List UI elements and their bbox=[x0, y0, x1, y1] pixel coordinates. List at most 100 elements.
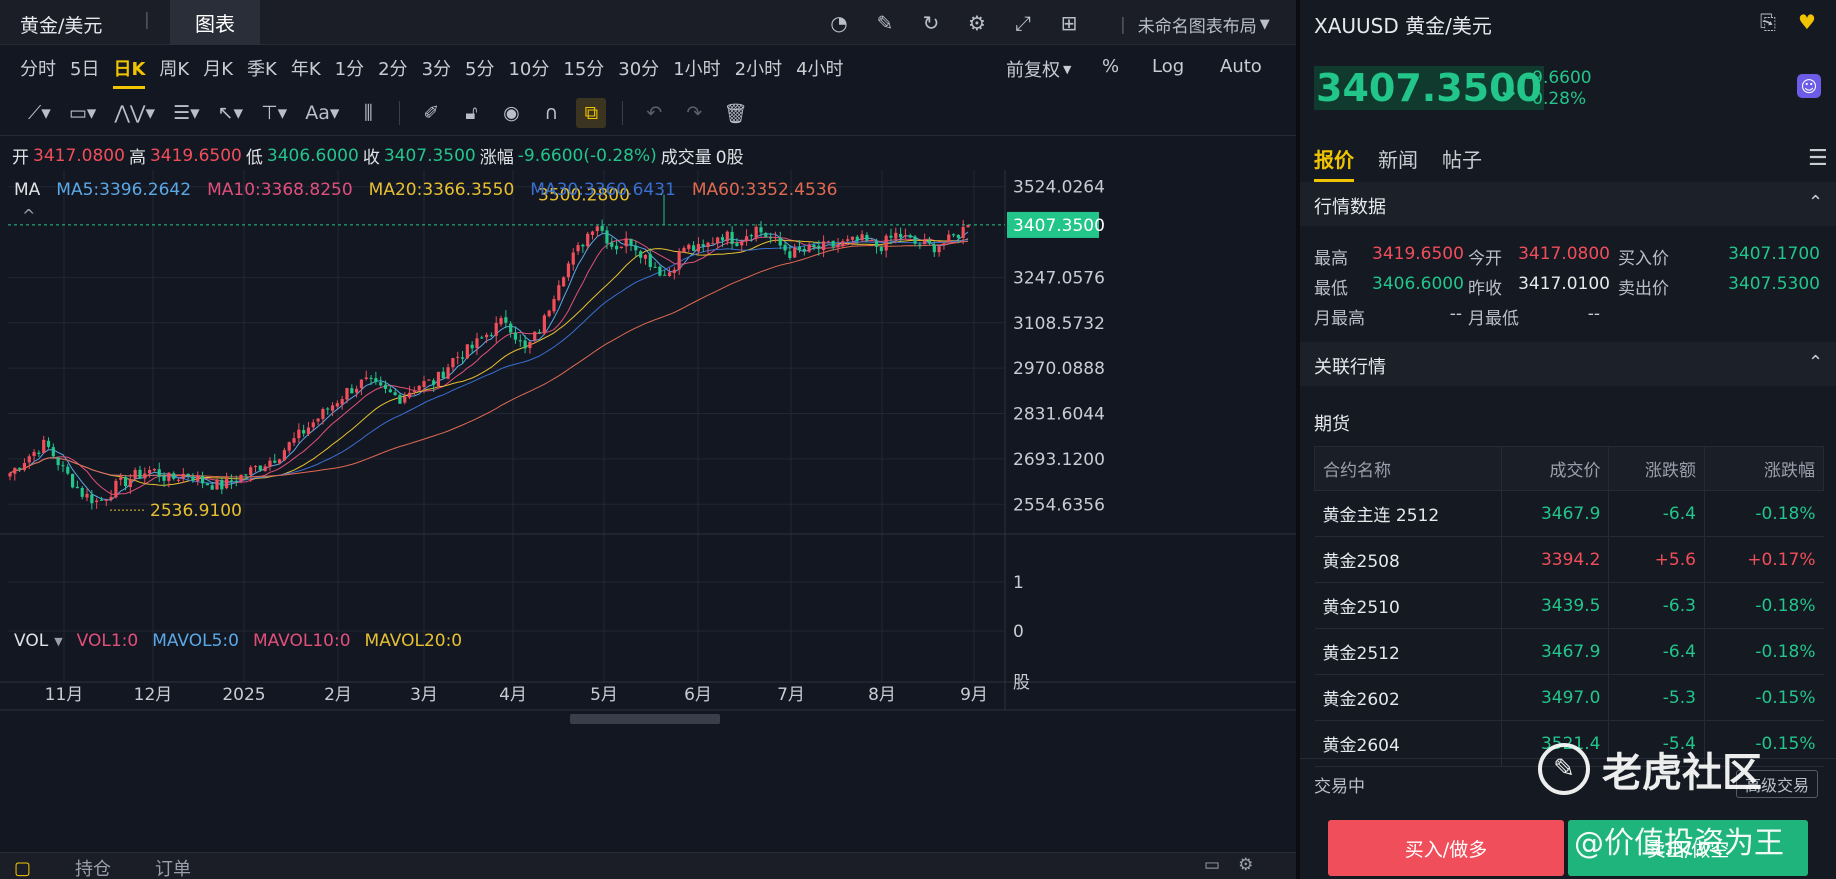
ma-label[interactable]: MA bbox=[14, 180, 41, 200]
period-9[interactable]: 3分 bbox=[421, 59, 452, 80]
collapse-legend-icon[interactable]: ^ bbox=[22, 206, 36, 225]
period-14[interactable]: 1小时 bbox=[673, 59, 721, 80]
tab-positions[interactable]: 持仓 bbox=[75, 859, 112, 879]
sell-button[interactable]: 卖出/做空 bbox=[1568, 820, 1808, 876]
candle-body bbox=[725, 231, 729, 242]
candle-body bbox=[436, 371, 441, 387]
section-market-data[interactable]: 行情数据 ⌃ bbox=[1300, 182, 1836, 226]
period-7[interactable]: 1分 bbox=[334, 59, 365, 80]
period-13[interactable]: 30分 bbox=[618, 59, 660, 80]
tab-chart[interactable]: 图表 bbox=[170, 0, 260, 45]
trendline-tool-icon[interactable]: ⟋▾ bbox=[28, 102, 51, 124]
candle-body bbox=[831, 240, 835, 247]
section-related[interactable]: 关联行情 ⌃ bbox=[1300, 342, 1836, 386]
col-header-change[interactable]: 涨跌额 bbox=[1608, 446, 1705, 491]
rectangle-tool-icon[interactable]: ▭▾ bbox=[68, 102, 97, 124]
period-1[interactable]: 5日 bbox=[70, 59, 100, 80]
magnet-icon[interactable]: ∩ bbox=[544, 102, 559, 124]
grid-icon[interactable]: ⊞ bbox=[1060, 11, 1078, 35]
tab-orders[interactable]: 订单 bbox=[155, 859, 192, 879]
time-tick-label: 4月 bbox=[499, 685, 527, 705]
period-10[interactable]: 5分 bbox=[465, 59, 495, 80]
period-12[interactable]: 15分 bbox=[563, 59, 605, 80]
candle-body bbox=[123, 477, 128, 487]
refresh-icon[interactable]: ↻ bbox=[922, 11, 940, 35]
unlock-icon[interactable]: 🔓︎ bbox=[465, 102, 478, 124]
candle-body bbox=[196, 475, 200, 482]
pencil-icon[interactable]: ✎ bbox=[876, 11, 894, 35]
period-6[interactable]: 年K bbox=[290, 59, 321, 80]
undo-icon[interactable]: ↶ bbox=[646, 102, 663, 124]
window-icon[interactable]: ▭ bbox=[1204, 855, 1221, 875]
period-3[interactable]: 周K bbox=[159, 59, 190, 80]
period-5[interactable]: 季K bbox=[247, 59, 277, 80]
adjust-dropdown[interactable]: 前复权 ▼ bbox=[1006, 56, 1071, 82]
period-8[interactable]: 2分 bbox=[378, 59, 408, 80]
period-4[interactable]: 月K bbox=[203, 59, 234, 80]
trash-icon[interactable]: 🗑︎ bbox=[723, 102, 748, 125]
period-2[interactable]: 日K bbox=[113, 55, 145, 89]
candle-body bbox=[537, 331, 542, 334]
candle-body bbox=[797, 246, 802, 250]
open-value: 3417.0800 bbox=[33, 145, 125, 166]
link-icon[interactable]: ⧉ bbox=[576, 98, 607, 128]
gear-icon[interactable]: ⚙ bbox=[968, 11, 986, 35]
buy-button[interactable]: 买入/做多 bbox=[1328, 820, 1564, 876]
vol-label[interactable]: VOL bbox=[14, 631, 49, 651]
table-row[interactable]: 黄金2510 3439.5 -6.3 -0.18% bbox=[1314, 582, 1824, 629]
chat-icon[interactable]: ☺ bbox=[1797, 74, 1821, 98]
table-row[interactable]: 黄金2512 3467.9 -6.4 -0.18% bbox=[1314, 628, 1824, 675]
table-row[interactable]: 黄金主连 2512 3467.9 -6.4 -0.18% bbox=[1314, 490, 1824, 537]
period-bar: 分时 5日 日K 周K 月K 季K 年K 1分 2分 3分 5分 10分 15分 30分 1小时 2小时 4小时… bbox=[0, 46, 1296, 90]
panel-divider[interactable] bbox=[1296, 0, 1300, 879]
gear-icon[interactable]: ⚙ bbox=[1238, 855, 1254, 875]
ma60-line bbox=[9, 240, 969, 478]
candle-body bbox=[277, 459, 282, 464]
top-toolbar-icons: ◔ ✎ ↻ ⚙ ⤢ ⊞ bbox=[826, 10, 1082, 36]
text-tool-icon[interactable]: Aa▾ bbox=[305, 102, 340, 124]
eraser-icon[interactable]: ✐ bbox=[423, 102, 440, 124]
candle-body bbox=[119, 477, 123, 480]
col-header-change-pct[interactable]: 涨跌幅 bbox=[1703, 446, 1825, 491]
candle-body bbox=[427, 379, 431, 381]
time-tick-label: 6月 bbox=[684, 685, 712, 705]
measure-tool-icon[interactable]: ⊤▾ bbox=[261, 102, 288, 124]
tab-posts[interactable]: 帖子 bbox=[1442, 148, 1482, 172]
caret-down-icon[interactable]: ▼ bbox=[54, 634, 63, 648]
heart-icon[interactable]: ♥ bbox=[1798, 10, 1816, 34]
candle-body bbox=[56, 457, 60, 466]
bottom-panel-tabs: ▢ 持仓 订单 ▭ ⚙ bbox=[0, 852, 1296, 879]
menu-icon[interactable]: ☰ bbox=[1808, 146, 1828, 171]
tab-quote[interactable]: 报价 bbox=[1314, 144, 1354, 182]
arrow-tool-icon[interactable]: ↖▾ bbox=[217, 102, 244, 124]
period-16[interactable]: 4小时 bbox=[796, 59, 844, 80]
bookmark-icon[interactable]: ⎘ bbox=[1760, 10, 1776, 34]
fib-tool-icon[interactable]: ☰▾ bbox=[173, 102, 200, 124]
ma5-line bbox=[9, 231, 969, 501]
period-0[interactable]: 分时 bbox=[20, 59, 56, 80]
log-toggle[interactable]: Log bbox=[1152, 56, 1185, 77]
redo-icon[interactable]: ↷ bbox=[686, 102, 703, 124]
col-header-price[interactable]: 成交价 bbox=[1501, 446, 1610, 491]
percent-toggle[interactable]: % bbox=[1102, 56, 1120, 77]
candle-body bbox=[913, 236, 917, 244]
table-row[interactable]: 黄金2602 3497.0 -5.3 -0.15% bbox=[1314, 674, 1824, 721]
pattern-tool-icon[interactable]: ⋀⋁▾ bbox=[114, 102, 156, 124]
fullscreen-icon[interactable]: ⤢ bbox=[1015, 11, 1031, 35]
candle-body bbox=[263, 466, 267, 472]
speedometer-icon[interactable]: ◔ bbox=[830, 11, 848, 35]
price-chart[interactable]: 3524.0264 3247.0576 3108.5732 2970.0888 2831… bbox=[0, 170, 1296, 850]
eye-icon[interactable]: ◉ bbox=[503, 102, 520, 124]
layout-name-dropdown[interactable]: | 未命名图表布局 ▼ bbox=[1120, 12, 1270, 38]
period-11[interactable]: 10分 bbox=[508, 59, 550, 80]
panel-toggle-icon[interactable]: ▢ bbox=[14, 857, 32, 879]
auto-toggle[interactable]: Auto bbox=[1220, 56, 1262, 77]
advanced-trade-button[interactable]: 高级交易 bbox=[1736, 770, 1819, 798]
tab-news[interactable]: 新闻 bbox=[1378, 148, 1418, 172]
indicator-tool-icon[interactable]: ⫼ bbox=[364, 102, 373, 124]
col-header-name[interactable]: 合约名称 bbox=[1313, 446, 1503, 491]
candle-body bbox=[552, 299, 556, 312]
table-row[interactable]: 黄金2508 3394.2 +5.6 +0.17% bbox=[1314, 536, 1824, 583]
period-15[interactable]: 2小时 bbox=[734, 59, 783, 80]
prev-close-value: 3417.0100 bbox=[1518, 274, 1610, 294]
